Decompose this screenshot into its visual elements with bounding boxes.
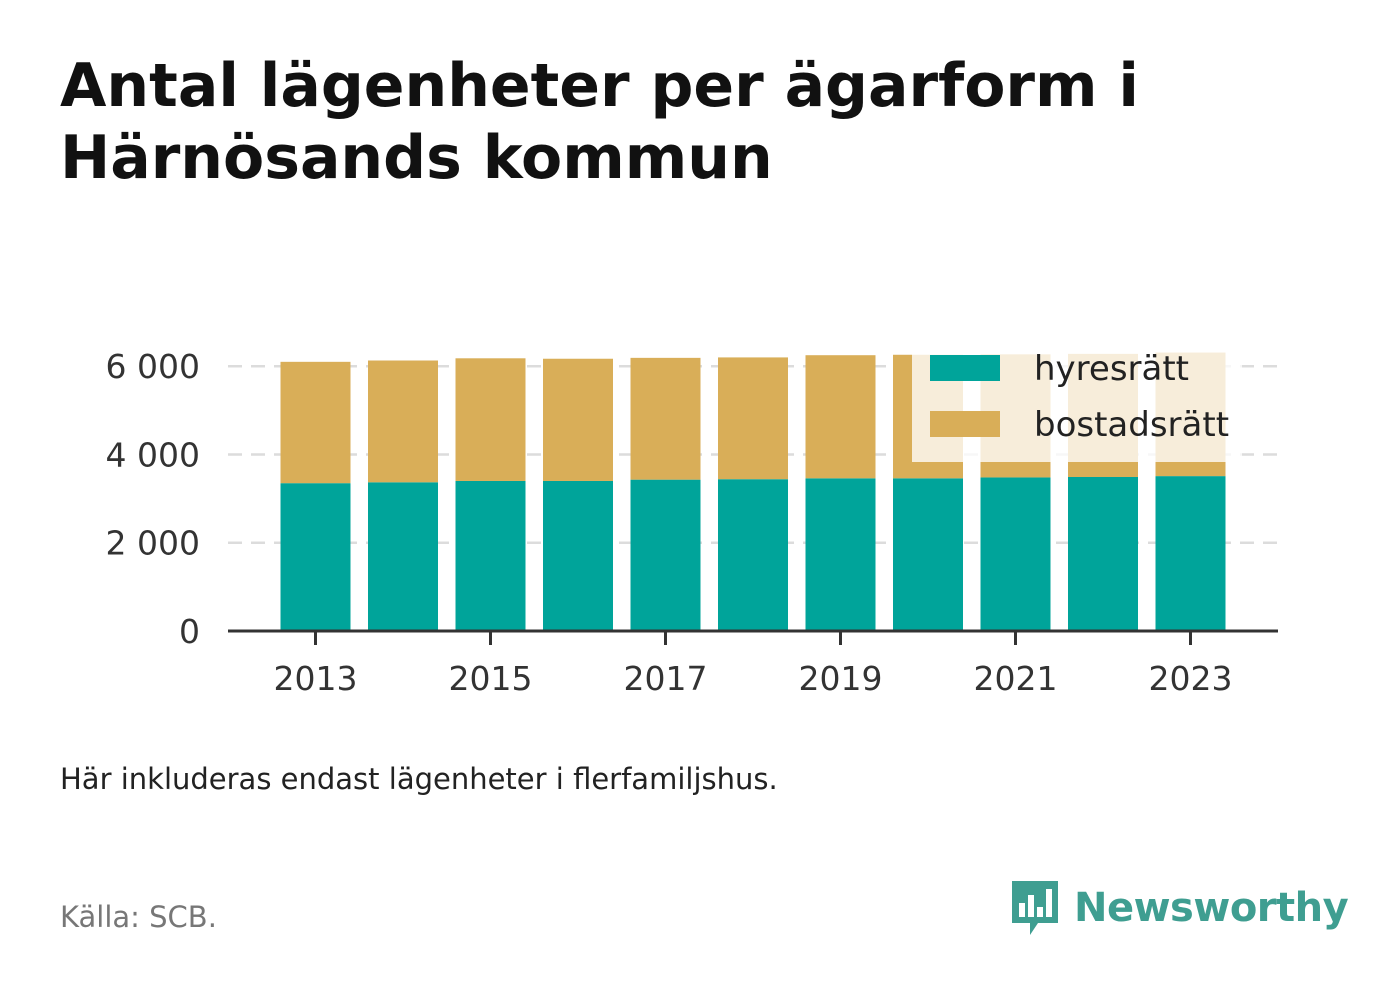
legend-label: hyresrätt <box>1034 349 1189 389</box>
stacked-bar-chart: 0 2 000 4 000 6 000 2013 2015 2017 2019 2021 2023… <box>106 346 1278 698</box>
bar-hyresratt-2020 <box>893 478 963 631</box>
y-tick-label: 0 <box>179 612 200 651</box>
bar-chart-speech-bubble-icon <box>1012 881 1058 935</box>
x-tick-label: 2021 <box>974 659 1058 698</box>
bar-bostadsratt-2018 <box>718 357 788 480</box>
brand-logo: Newsworthy <box>1008 876 1349 940</box>
bar-hyresratt-2022 <box>1068 476 1138 631</box>
y-tick-label: 6 000 <box>106 347 200 386</box>
brand-name: Newsworthy <box>1074 885 1349 931</box>
bar-bostadsratt-2013 <box>280 361 351 484</box>
bar-bostadsratt-2014 <box>368 360 438 483</box>
y-tick-label: 4 000 <box>106 435 200 474</box>
bar-hyresratt-2019 <box>805 478 876 631</box>
bar-hyresratt-2023 <box>1155 476 1226 631</box>
chart-title: Antal lägenheter per ägarform i Härnösan… <box>60 51 1139 193</box>
x-tick-label: 2013 <box>274 659 358 698</box>
bar-hyresratt-2015 <box>455 480 526 631</box>
bar-hyresratt-2021 <box>980 477 1051 631</box>
legend-swatch <box>930 411 1000 437</box>
bar-hyresratt-2017 <box>630 479 701 631</box>
x-tick-label: 2019 <box>799 659 883 698</box>
bar-hyresratt-2013 <box>280 483 351 631</box>
y-tick-label: 2 000 <box>106 524 200 563</box>
bar-bostadsratt-2015 <box>455 358 526 481</box>
legend-label: bostadsrätt <box>1034 405 1229 445</box>
x-tick-label: 2017 <box>624 659 708 698</box>
x-tick-label: 2023 <box>1149 659 1233 698</box>
bar-bostadsratt-2016 <box>543 358 613 481</box>
axes: 0 2 000 4 000 6 000 2013 2015 2017 2019 2021 2023 <box>106 347 1278 698</box>
legend-swatch <box>930 355 1000 381</box>
bar-bostadsratt-2019 <box>805 355 876 479</box>
bar-bostadsratt-2017 <box>630 357 701 480</box>
source-text: Källa: SCB. <box>60 900 217 934</box>
legend: hyresrätt bostadsrätt <box>912 346 1242 462</box>
bar-hyresratt-2016 <box>543 480 613 631</box>
bar-hyresratt-2018 <box>718 479 788 631</box>
chart-note: Här inkluderas endast lägenheter i flerf… <box>60 762 778 796</box>
bar-hyresratt-2014 <box>368 482 438 631</box>
x-tick-label: 2015 <box>449 659 533 698</box>
